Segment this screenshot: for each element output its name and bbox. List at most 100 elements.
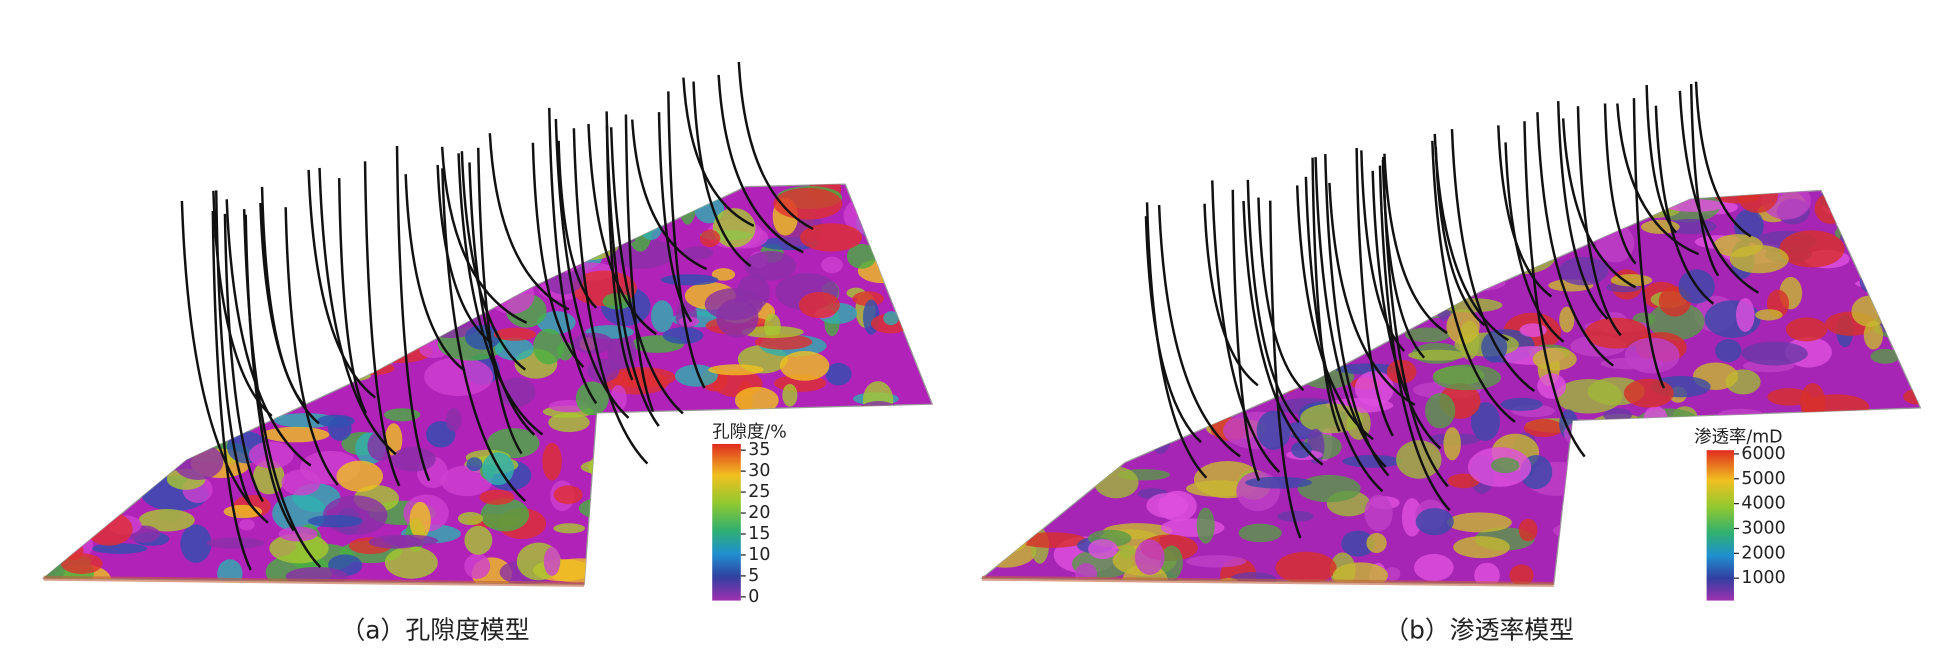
patch	[1185, 247, 1227, 267]
patch	[1847, 423, 1872, 446]
patch	[1033, 265, 1072, 296]
patch	[217, 559, 243, 585]
patch	[866, 459, 901, 493]
patch	[1584, 317, 1649, 349]
patch	[1039, 475, 1097, 490]
patch	[506, 184, 524, 201]
patch	[660, 274, 719, 286]
patch	[1862, 235, 1921, 271]
patch	[1767, 388, 1812, 406]
patch	[1648, 302, 1705, 341]
patch	[1453, 536, 1510, 559]
patch	[998, 423, 1031, 442]
patch	[1444, 213, 1491, 236]
patch	[43, 244, 77, 265]
patch	[244, 214, 305, 254]
patch	[1237, 279, 1301, 291]
patch	[624, 530, 654, 557]
patch	[1860, 569, 1893, 585]
patch	[1805, 433, 1847, 465]
patch	[1864, 214, 1921, 242]
patch	[1094, 466, 1139, 499]
patch	[363, 292, 420, 309]
colorbar-tick-label: 20	[748, 503, 770, 523]
patch	[189, 184, 207, 210]
patch	[91, 543, 148, 554]
patch	[785, 450, 807, 479]
well-trajectory	[1523, 121, 1586, 458]
patch	[663, 184, 691, 207]
patch	[1160, 518, 1225, 537]
property-patches	[43, 184, 933, 585]
patch	[1186, 480, 1252, 497]
patch	[851, 401, 906, 441]
patch	[641, 555, 691, 578]
patch	[1053, 237, 1109, 248]
patch	[1095, 267, 1122, 299]
well-trajectory	[1689, 84, 1720, 277]
patch	[391, 447, 436, 472]
well-trajectory	[1355, 147, 1394, 437]
patch	[1041, 473, 1079, 496]
patch	[819, 408, 874, 431]
patch	[90, 218, 153, 242]
well-trajectory	[630, 119, 708, 271]
patch	[1623, 378, 1674, 408]
well-trajectory	[1678, 90, 1759, 294]
patch	[1643, 405, 1668, 433]
patch	[1009, 476, 1050, 515]
caption: （b）渗透率模型	[1384, 616, 1574, 645]
patch	[885, 273, 933, 293]
patch	[1066, 390, 1121, 418]
patch	[1582, 521, 1605, 548]
patch	[1246, 250, 1300, 265]
patch	[1146, 492, 1189, 518]
patch	[1552, 524, 1585, 538]
patch	[1008, 340, 1028, 379]
patch	[666, 544, 713, 575]
well-trajectory	[1378, 165, 1451, 512]
patch	[1814, 193, 1848, 224]
patch	[913, 203, 933, 240]
patch	[1176, 290, 1242, 318]
patch	[1894, 267, 1921, 306]
patch	[137, 250, 159, 269]
patch	[1610, 451, 1646, 470]
patch	[848, 408, 898, 422]
colorbar-tick-label: 2000	[1741, 543, 1785, 563]
patch	[1555, 378, 1623, 414]
patch	[1564, 479, 1596, 508]
patch	[883, 311, 899, 326]
patch	[650, 448, 677, 484]
well-trajectory	[605, 111, 660, 427]
well-trajectory	[440, 146, 528, 324]
patch	[43, 354, 63, 384]
patch	[1130, 319, 1197, 341]
colorbar-title: 孔隙度/%	[712, 423, 787, 443]
patch	[914, 482, 933, 498]
well-trajectory	[337, 178, 368, 414]
patch	[1088, 539, 1118, 560]
patch	[1272, 279, 1293, 310]
patch	[578, 496, 640, 521]
patch	[250, 184, 303, 210]
well-trajectory	[1561, 118, 1637, 289]
well-trajectory	[225, 199, 312, 467]
patch	[1188, 322, 1237, 334]
patch	[1480, 190, 1505, 218]
patch	[1564, 496, 1582, 508]
patch	[88, 287, 132, 301]
patch	[1078, 230, 1143, 244]
patch	[78, 206, 125, 230]
well-trajectory	[1383, 153, 1448, 335]
patch	[269, 533, 329, 564]
patch	[1784, 558, 1837, 580]
patch	[43, 184, 60, 201]
patch	[165, 240, 211, 278]
patch	[43, 208, 82, 243]
patch	[1316, 197, 1354, 219]
patch	[881, 478, 933, 514]
patch	[1384, 567, 1401, 581]
patch	[1081, 315, 1125, 355]
